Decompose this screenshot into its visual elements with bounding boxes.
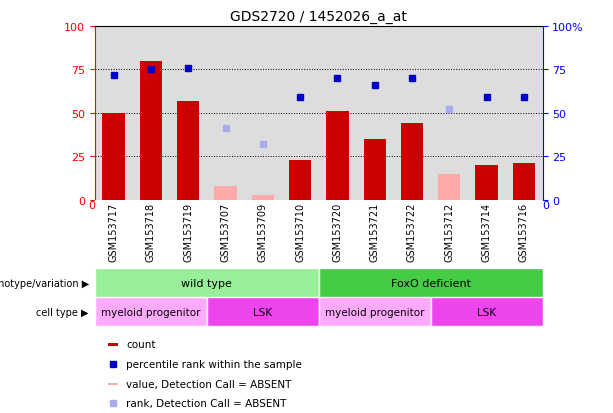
Bar xyxy=(215,186,237,200)
Title: GDS2720 / 1452026_a_at: GDS2720 / 1452026_a_at xyxy=(230,10,407,24)
Bar xyxy=(512,164,535,200)
Text: GSM153720: GSM153720 xyxy=(332,202,343,261)
Bar xyxy=(95,268,319,297)
Bar xyxy=(401,124,423,200)
Text: GSM153719: GSM153719 xyxy=(183,202,193,261)
Bar xyxy=(319,297,430,326)
Bar xyxy=(319,268,543,297)
Text: count: count xyxy=(126,339,156,349)
Text: 0: 0 xyxy=(543,201,549,211)
Bar xyxy=(109,343,118,346)
Text: genotype/variation ▶: genotype/variation ▶ xyxy=(0,278,89,288)
Text: FoxO deficient: FoxO deficient xyxy=(390,278,471,288)
Text: GSM153710: GSM153710 xyxy=(295,202,305,261)
Bar xyxy=(207,297,319,326)
Text: wild type: wild type xyxy=(181,278,232,288)
Text: rank, Detection Call = ABSENT: rank, Detection Call = ABSENT xyxy=(126,399,287,408)
Bar xyxy=(364,140,386,200)
Text: GSM153721: GSM153721 xyxy=(370,202,379,261)
Bar xyxy=(476,166,498,200)
Text: LSK: LSK xyxy=(477,307,496,317)
Bar xyxy=(95,297,207,326)
Bar xyxy=(109,382,118,385)
Bar xyxy=(438,174,460,200)
Bar xyxy=(252,195,274,200)
Bar xyxy=(430,297,543,326)
Bar xyxy=(177,102,199,200)
Text: GSM153712: GSM153712 xyxy=(444,202,454,261)
Text: LSK: LSK xyxy=(253,307,272,317)
Text: myeloid progenitor: myeloid progenitor xyxy=(101,307,200,317)
Text: cell type ▶: cell type ▶ xyxy=(36,307,89,317)
Text: GSM153717: GSM153717 xyxy=(109,202,119,261)
Text: GSM153714: GSM153714 xyxy=(482,202,492,261)
Text: 0: 0 xyxy=(88,201,95,211)
Bar xyxy=(102,114,125,200)
Text: GSM153718: GSM153718 xyxy=(146,202,156,261)
Text: GSM153722: GSM153722 xyxy=(407,202,417,261)
Text: GSM153709: GSM153709 xyxy=(258,202,268,261)
Bar xyxy=(326,112,349,200)
Text: value, Detection Call = ABSENT: value, Detection Call = ABSENT xyxy=(126,379,292,389)
Text: percentile rank within the sample: percentile rank within the sample xyxy=(126,359,302,369)
Bar xyxy=(140,62,162,200)
Text: GSM153716: GSM153716 xyxy=(519,202,529,261)
Text: myeloid progenitor: myeloid progenitor xyxy=(325,307,424,317)
Bar xyxy=(289,160,311,200)
Text: GSM153707: GSM153707 xyxy=(221,202,230,261)
